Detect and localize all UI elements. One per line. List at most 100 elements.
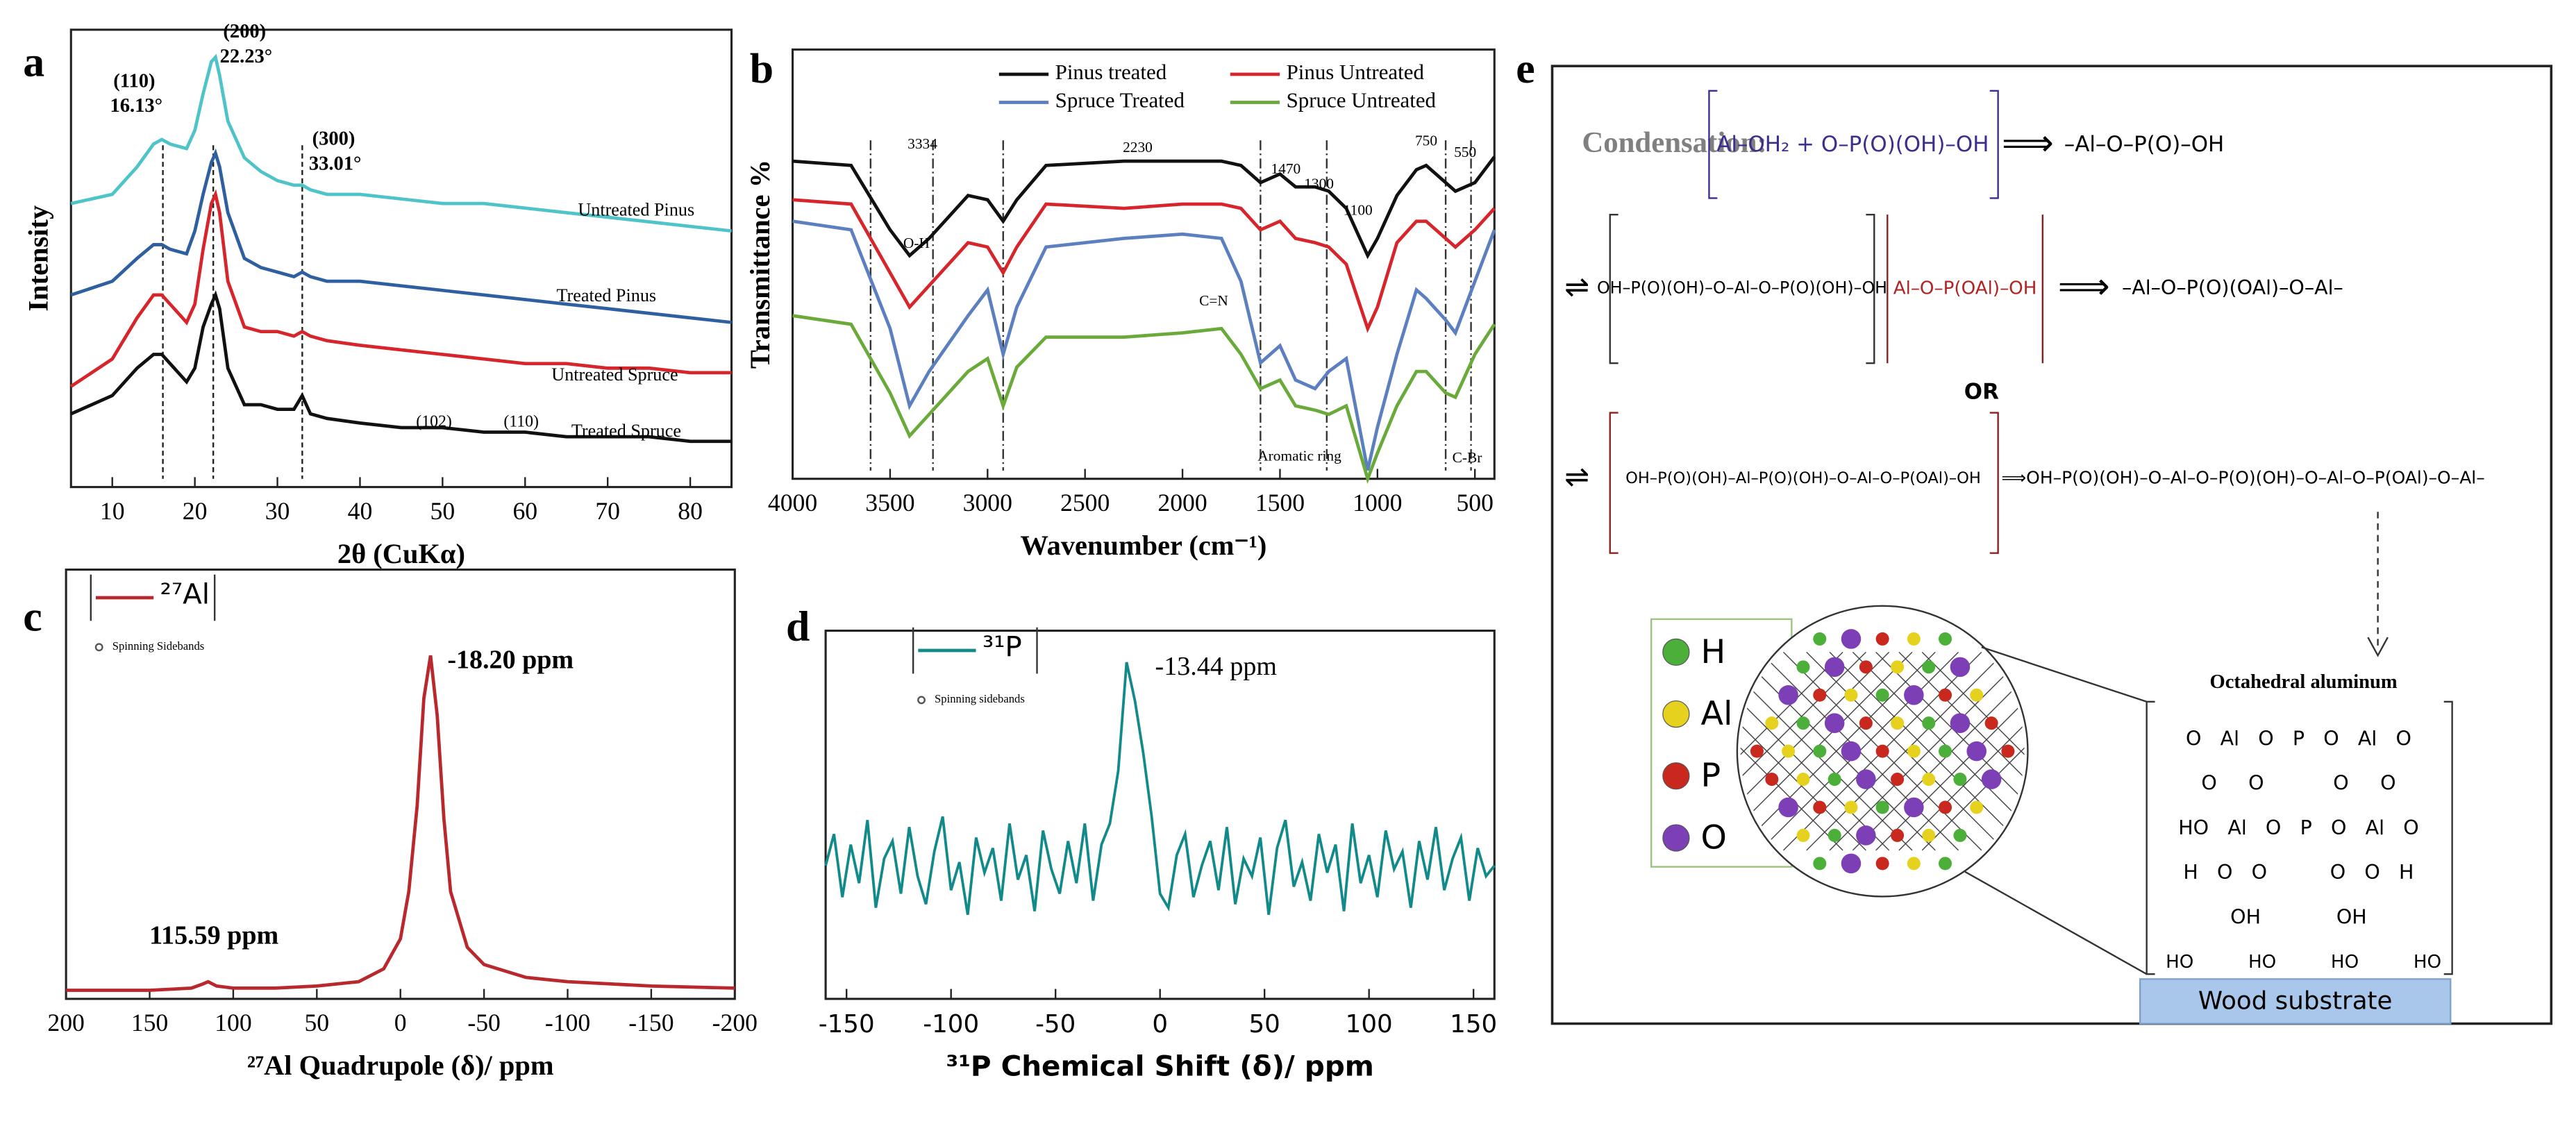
x-tick-label: 3000 [963,489,1012,516]
x-tick-label: 1500 [1255,489,1305,516]
panel-letter: e [1516,45,1534,92]
structure-row: O Al O P O Al O [2186,727,2411,750]
x-tick-label: 30 [265,497,290,525]
equilibrium: ⇌ [1564,270,1589,305]
arrow: ⟹ [2002,121,2054,164]
lattice-atom [1875,632,1889,646]
anchor-label: HO [2248,952,2276,973]
lattice-atom [1984,716,1998,730]
lattice-atom [1907,632,1921,646]
lattice-atom [2001,744,2015,758]
x-axis-label: 2θ (CuKα) [337,538,465,569]
band-label: 550 [1454,144,1476,160]
formula: Al–O–P(OAl)–OH [1893,278,2037,299]
series-label: Untreated Pinus [578,199,694,219]
lattice-atom [1813,857,1827,871]
or-label: OR [1964,380,1999,405]
x-tick-label: 60 [512,497,537,525]
panel-letter: a [23,38,44,85]
band-label: 1100 [1344,201,1373,218]
band-label: 1300 [1304,175,1334,192]
minor-label: (110) [503,412,539,430]
lattice-atom [1891,660,1905,674]
x-tick-label: 1000 [1353,489,1402,516]
x-tick-label: 0 [1152,1010,1168,1039]
lattice-atom [1922,828,1936,842]
lattice-atom [1875,800,1889,814]
lattice-atom [1813,744,1827,758]
lattice-atom [1875,744,1889,758]
lattice-atom [1966,741,1987,762]
series-label: Treated Pinus [556,285,656,305]
lattice-atom [1813,632,1827,646]
structure: O Al O P O Al O O O O O HO Al O P O Al O H … [2178,727,2418,928]
x-tick-label: 10 [100,497,125,525]
lattice-atom [1796,660,1810,674]
lattice-bond [1898,651,2025,851]
series-label: Treated Spruce [571,421,681,441]
lattice-atom [1904,684,1924,705]
x-tick-label: -150 [819,1010,875,1039]
series-line [792,156,1496,260]
note: Spinning Sidebands [112,639,205,653]
legend-label: Pinus treated [1055,60,1167,84]
lattice-atom [1891,773,1905,787]
panel-letter: b [750,45,773,92]
series-line [70,53,732,233]
x-tick-label: 0 [394,1009,407,1036]
anchor-label: HO [2331,952,2359,973]
x-tick-label: 2000 [1157,489,1207,516]
x-tick-label: 4000 [768,489,817,516]
peak-name: (200) [223,21,266,42]
arrow-head [2367,637,2389,657]
lattice-atom [1953,773,1967,787]
structure-row: OH OH [2230,905,2367,928]
bracket [1708,90,1999,199]
lattice-atom [1841,853,1862,874]
legend-bracket [90,574,216,621]
x-tick-label: -50 [467,1009,501,1036]
lattice-bond [1740,651,1936,851]
x-axis-label: ³¹P Chemical Shift (δ)/ ppm [946,1050,1374,1083]
lattice-atom [1891,828,1905,842]
group-label: C-Br [1453,449,1482,466]
series-line [70,148,732,324]
x-tick-label: -150 [628,1009,674,1036]
lattice-atom [1950,657,1971,678]
panel-letter: d [786,603,810,650]
peak-value-label: -13.44 ppm [1155,652,1277,681]
lattice-atom [1813,800,1827,814]
lattice-atom [1939,800,1952,814]
legend-label: ³¹P [982,630,1022,664]
lattice-atom [1859,660,1873,674]
series-line [792,219,1496,471]
legend-label: Spruce Treated [1055,88,1185,112]
lattice-atom [1824,713,1845,733]
lattice-atom [1875,688,1889,702]
lattice-atom [1765,773,1779,787]
lattice-bond [1921,651,2025,851]
x-tick-label: 3500 [865,489,914,516]
series-line [824,662,1496,915]
panel-letter: c [23,593,42,640]
legend-label: ²⁷Al [160,578,210,611]
lattice-atom [1824,657,1845,678]
bracket [1887,215,2044,364]
x-tick-label: 50 [430,497,455,525]
lattice-atom [1981,769,2002,789]
structure-row: H O O O O H [2183,861,2414,884]
lattice-atom [1907,857,1921,871]
lattice-atom [1939,857,1952,871]
y-axis-label: Transmittance % [744,160,776,369]
x-tick-label: 150 [1450,1010,1497,1039]
peak-name: (110) [113,70,155,92]
anchor-label: HO [2414,952,2441,973]
lattice-atom [1844,800,1858,814]
formula: –Al–O–P(O)–OH [2064,132,2225,157]
x-tick-label: -50 [1035,1010,1076,1039]
x-tick-label: 200 [47,1009,84,1036]
lattice-atom [1765,716,1779,730]
band-label: 750 [1415,132,1437,149]
x-tick-label: -100 [923,1010,979,1039]
x-tick-label: -100 [545,1009,590,1036]
